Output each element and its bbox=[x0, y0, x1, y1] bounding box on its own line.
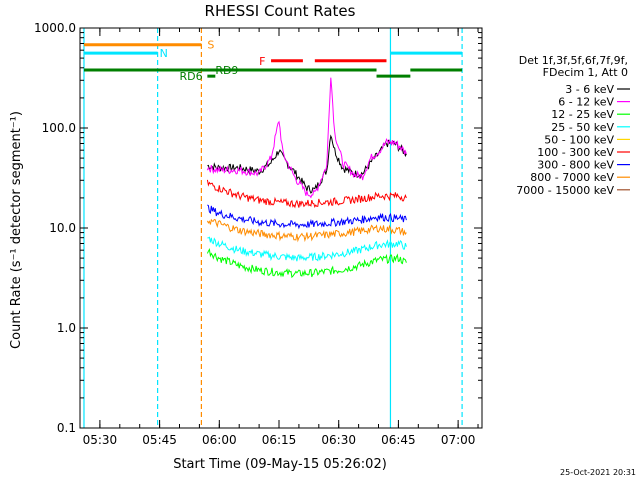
legend-entry-label: 800 - 7000 keV bbox=[530, 171, 614, 184]
x-tick-label: 05:30 bbox=[83, 433, 118, 447]
legend-entry-label: 7000 - 15000 keV bbox=[516, 184, 614, 197]
series-line-6 bbox=[207, 204, 407, 230]
legend-entry-label: 3 - 6 keV bbox=[565, 83, 614, 96]
legend-header: Det 1f,3f,5f,6f,7f,9f, bbox=[519, 54, 628, 67]
series-line-7 bbox=[206, 218, 407, 243]
flag-label-rd9: RD9 bbox=[215, 64, 238, 77]
flag-label-s: S bbox=[207, 39, 214, 52]
legend-entry-label: 50 - 100 keV bbox=[544, 133, 614, 146]
flag-label-rd6: RD6 bbox=[180, 70, 203, 83]
legend-entry-label: 12 - 25 keV bbox=[551, 108, 614, 121]
legend-header: FDecim 1, Att 0 bbox=[543, 66, 628, 79]
chart-title: RHESSI Count Rates bbox=[205, 2, 356, 20]
y-tick-label: 10.0 bbox=[49, 221, 76, 235]
x-tick-label: 06:45 bbox=[381, 433, 416, 447]
footer-stamp: 25-Oct-2021 20:31 bbox=[560, 468, 636, 477]
x-tick-label: 07:00 bbox=[441, 433, 476, 447]
x-axis-label: Start Time (09-May-15 05:26:02) bbox=[173, 457, 387, 472]
x-tick-label: 05:45 bbox=[142, 433, 177, 447]
legend-entry-label: 100 - 300 keV bbox=[537, 146, 614, 159]
x-tick-label: 06:15 bbox=[262, 433, 297, 447]
y-tick-label: 0.1 bbox=[57, 421, 76, 435]
legend-entry-label: 300 - 800 keV bbox=[537, 159, 614, 172]
x-tick-label: 06:30 bbox=[321, 433, 356, 447]
legend-entry-label: 6 - 12 keV bbox=[558, 96, 614, 109]
series-line-5 bbox=[206, 179, 407, 209]
series-line-3 bbox=[207, 236, 407, 262]
series-line-1 bbox=[206, 77, 407, 199]
y-tick-label: 100.0 bbox=[42, 121, 76, 135]
flag-label-n: N bbox=[160, 47, 168, 60]
y-axis-label: Count Rate (s⁻¹ detector segment⁻¹) bbox=[9, 111, 24, 349]
flag-label-f: F bbox=[259, 55, 265, 68]
x-tick-label: 06:00 bbox=[202, 433, 237, 447]
y-tick-label: 1.0 bbox=[57, 321, 76, 335]
y-tick-label: 1000.0 bbox=[34, 21, 76, 35]
legend-entry-label: 25 - 50 keV bbox=[551, 121, 614, 134]
series-line-2 bbox=[206, 248, 407, 279]
